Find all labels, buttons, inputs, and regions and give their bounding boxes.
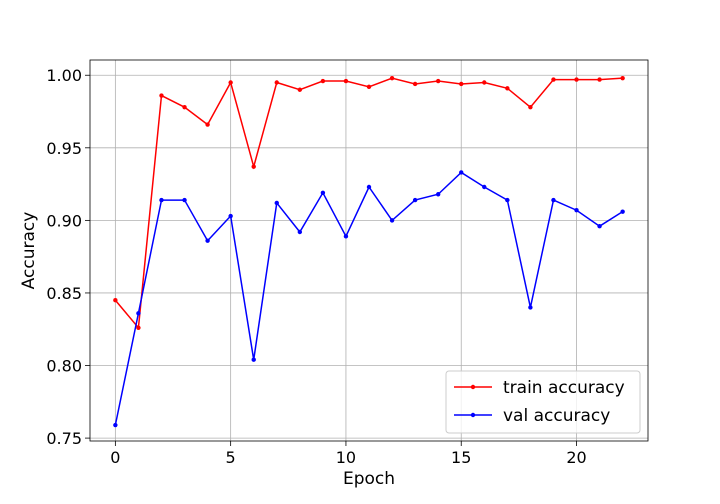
data-point [159,197,164,203]
y-axis-label: Accuracy [19,212,39,290]
plot-frame [89,59,649,442]
data-point [389,218,395,223]
data-point [574,77,579,82]
data-point [159,93,164,98]
data-point [320,190,326,196]
grid [90,60,648,441]
data-point [459,170,464,175]
data-point [251,357,256,362]
data-point [366,184,372,190]
data-point [505,197,510,203]
legend: train accuracy val accuracy [445,370,641,434]
legend-swatch-marker [470,384,476,390]
data-point [251,164,256,169]
legend-box [445,370,641,434]
data-point [205,122,210,127]
data-point [205,238,210,243]
legend-label: train accuracy [503,378,625,398]
series-line-0 [114,77,623,330]
data-point [528,305,533,310]
x-tick-label: 0 [110,448,120,467]
data-point [597,223,602,229]
data-point [482,80,487,85]
data-point [412,197,418,203]
data-point [551,197,556,203]
x-tick-label: 10 [336,448,356,467]
data-point [343,78,349,84]
plot-series [113,75,625,428]
data-point [389,75,395,81]
data-point [113,298,118,303]
axis-ticks: 0 5 10 15 20 0.75 0.80 0.85 0.90 0.95 1.00 [46,66,586,467]
y-tick-label: 1.00 [46,66,82,85]
y-tick-label: 0.90 [46,211,82,230]
data-point [274,200,279,206]
data-point [366,84,372,90]
data-point [320,78,326,84]
data-point [528,104,533,110]
data-point [182,104,187,110]
data-point [482,184,487,190]
data-point [274,80,279,85]
data-point [136,311,141,316]
y-tick-label: 0.85 [46,284,82,303]
data-point [435,192,441,197]
data-point [228,80,233,85]
data-point [297,229,303,235]
y-tick-label: 0.75 [46,429,82,448]
x-axis-label: Epoch [343,469,395,489]
legend-label: val accuracy [503,406,610,426]
data-point [228,213,233,219]
data-point [412,81,418,87]
data-point [620,209,625,214]
data-point [505,86,510,91]
data-point [574,208,579,213]
data-point [551,77,556,82]
x-tick-label: 20 [566,448,586,467]
data-point [343,234,349,239]
x-tick-label: 15 [451,448,471,467]
data-point [435,78,441,84]
data-point [136,325,141,330]
y-tick-label: 0.80 [46,357,82,376]
x-tick-label: 5 [226,448,236,467]
data-point [459,81,464,87]
data-point [113,422,118,428]
data-point [297,87,303,92]
y-tick-label: 0.95 [46,139,82,158]
data-point [597,77,602,82]
data-point [182,197,187,203]
data-point [620,75,625,81]
legend-swatch-marker [470,412,476,418]
